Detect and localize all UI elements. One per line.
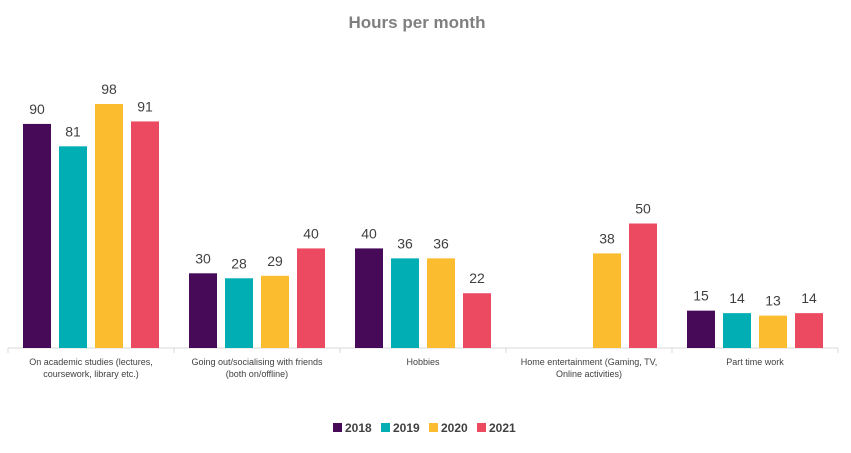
data-label: 36 [397,235,413,251]
data-label: 22 [469,270,485,286]
data-label: 50 [635,201,651,217]
legend-label: 2020 [441,421,468,435]
bar-2020 [95,104,123,348]
category-label: Online activities) [556,369,622,379]
data-label: 81 [65,123,81,139]
bar-2020 [593,253,621,348]
category-label: Part time work [726,357,784,367]
legend-swatch-2019 [381,423,390,432]
bar-2019 [225,278,253,348]
data-label: 38 [599,230,615,246]
bar-2020 [427,258,455,348]
data-label: 36 [433,235,449,251]
legend-swatch-2021 [477,423,486,432]
bar-2021 [463,293,491,348]
bar-2018 [189,273,217,348]
category-label: Hobbies [406,357,440,367]
legend-swatch-2020 [429,423,438,432]
bar-2021 [297,248,325,348]
bar-2018 [23,123,51,348]
legend-swatch-2018 [333,423,342,432]
category-label: (both on/offline) [226,369,288,379]
bar-2019 [59,146,87,348]
chart-title: Hours per month [349,13,486,32]
data-label: 40 [361,225,377,241]
data-label: 14 [801,290,817,306]
bar-2020 [759,315,787,348]
legend-label: 2018 [345,421,372,435]
data-label: 13 [765,293,781,309]
category-label: coursework, library etc.) [43,369,139,379]
data-label: 14 [729,290,745,306]
data-label: 91 [137,98,153,114]
data-label: 30 [195,250,211,266]
bar-2018 [355,248,383,348]
legend: 2018 2019 2020 2021 [333,421,516,435]
plot-area: 90 81 98 91 On academic studies (lectures, co… [7,81,839,379]
bar-2018 [687,310,715,348]
data-label: 28 [231,255,247,271]
bar-2019 [723,313,751,348]
data-label: 29 [267,253,283,269]
category-label: On academic studies (lectures, [29,357,153,367]
bar-2020 [261,275,289,348]
data-label: 98 [101,81,117,97]
data-label: 15 [693,288,709,304]
bar-2021 [795,313,823,348]
bar-2021 [131,121,159,348]
legend-label: 2021 [489,421,516,435]
bar-2019 [391,258,419,348]
data-label: 40 [303,225,319,241]
legend-label: 2019 [393,421,420,435]
bar-2021 [629,223,657,348]
category-label: Going out/socialising with friends [191,357,323,367]
data-label: 90 [29,101,45,117]
category-label: Home entertainment (Gaming, TV, [521,357,658,367]
